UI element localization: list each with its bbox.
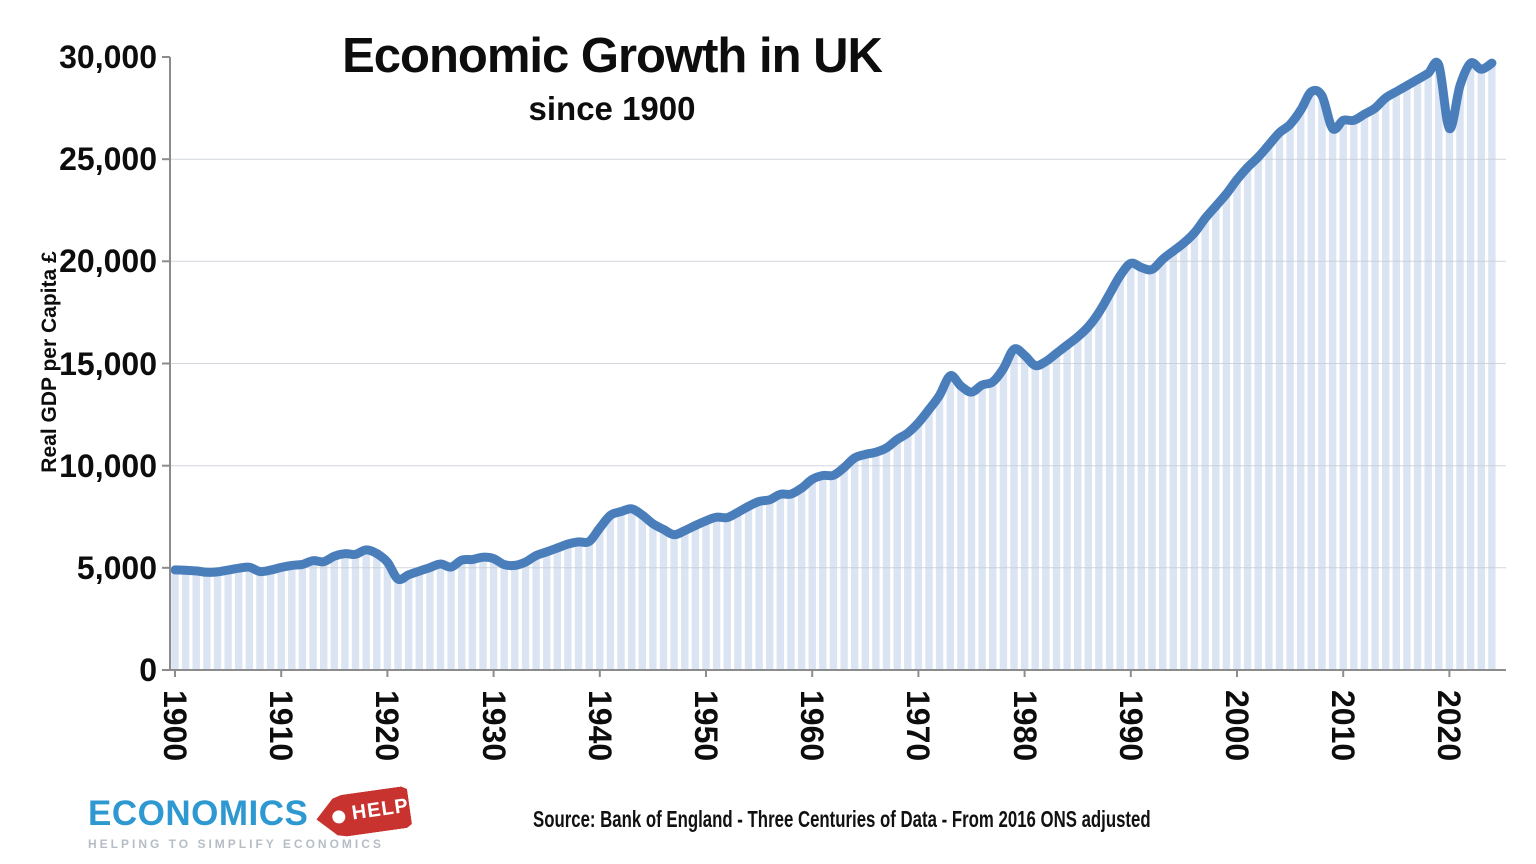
y-tick-label-20000: 20,000 — [59, 243, 157, 280]
source-attribution: Source: Bank of England - Three Centurie… — [533, 806, 1151, 832]
x-tick-label-1930: 1930 — [475, 690, 512, 762]
logo-row: ECONOMICS HELP — [88, 794, 410, 834]
price-tag-icon: HELP — [314, 786, 413, 841]
gridlines — [170, 158, 1506, 569]
logo-tagline: HELPING TO SIMPLIFY ECONOMICS — [88, 837, 384, 851]
y-tick-label-0: 0 — [139, 652, 157, 688]
area-fill-stripes — [171, 63, 1496, 671]
y-tick-label-10000: 10,000 — [59, 447, 157, 484]
x-tick-label-1900: 1900 — [157, 690, 193, 762]
x-tick-label-2000: 2000 — [1219, 690, 1255, 762]
x-tick-label-1910: 1910 — [263, 690, 300, 762]
y-tick-marks — [162, 56, 170, 671]
chart-title: Economic Growth in UK — [342, 29, 883, 83]
x-tick-label-1940: 1940 — [581, 690, 618, 762]
logo-wordmark: ECONOMICS — [88, 794, 309, 833]
y-tick-label-25000: 25,000 — [59, 141, 157, 178]
chart-subtitle: since 1900 — [528, 90, 696, 127]
y-axis-title: Real GDP per Capita £ — [38, 251, 61, 473]
x-tick-marks — [174, 670, 1451, 677]
x-tick-label-1920: 1920 — [369, 690, 406, 762]
tag-hole-icon — [332, 810, 347, 825]
x-tick-label-1970: 1970 — [900, 690, 937, 762]
y-tick-label-30000: 30,000 — [59, 39, 157, 75]
x-tick-label-1950: 1950 — [688, 690, 724, 762]
x-tick-label-2010: 2010 — [1325, 690, 1362, 762]
x-tick-label-1980: 1980 — [1006, 690, 1043, 762]
x-tick-label-1960: 1960 — [794, 690, 831, 762]
y-tick-label-5000: 5,000 — [76, 549, 157, 586]
economics-help-logo: ECONOMICS HELP HELPING TO SIMPLIFY ECONO… — [88, 794, 410, 851]
x-tick-label-1990: 1990 — [1112, 690, 1149, 762]
x-tick-label-2020: 2020 — [1431, 690, 1468, 762]
gdp-line-series — [170, 57, 1497, 585]
y-tick-label-15000: 15,000 — [59, 345, 157, 382]
logo-tag-label: HELP — [350, 794, 411, 825]
